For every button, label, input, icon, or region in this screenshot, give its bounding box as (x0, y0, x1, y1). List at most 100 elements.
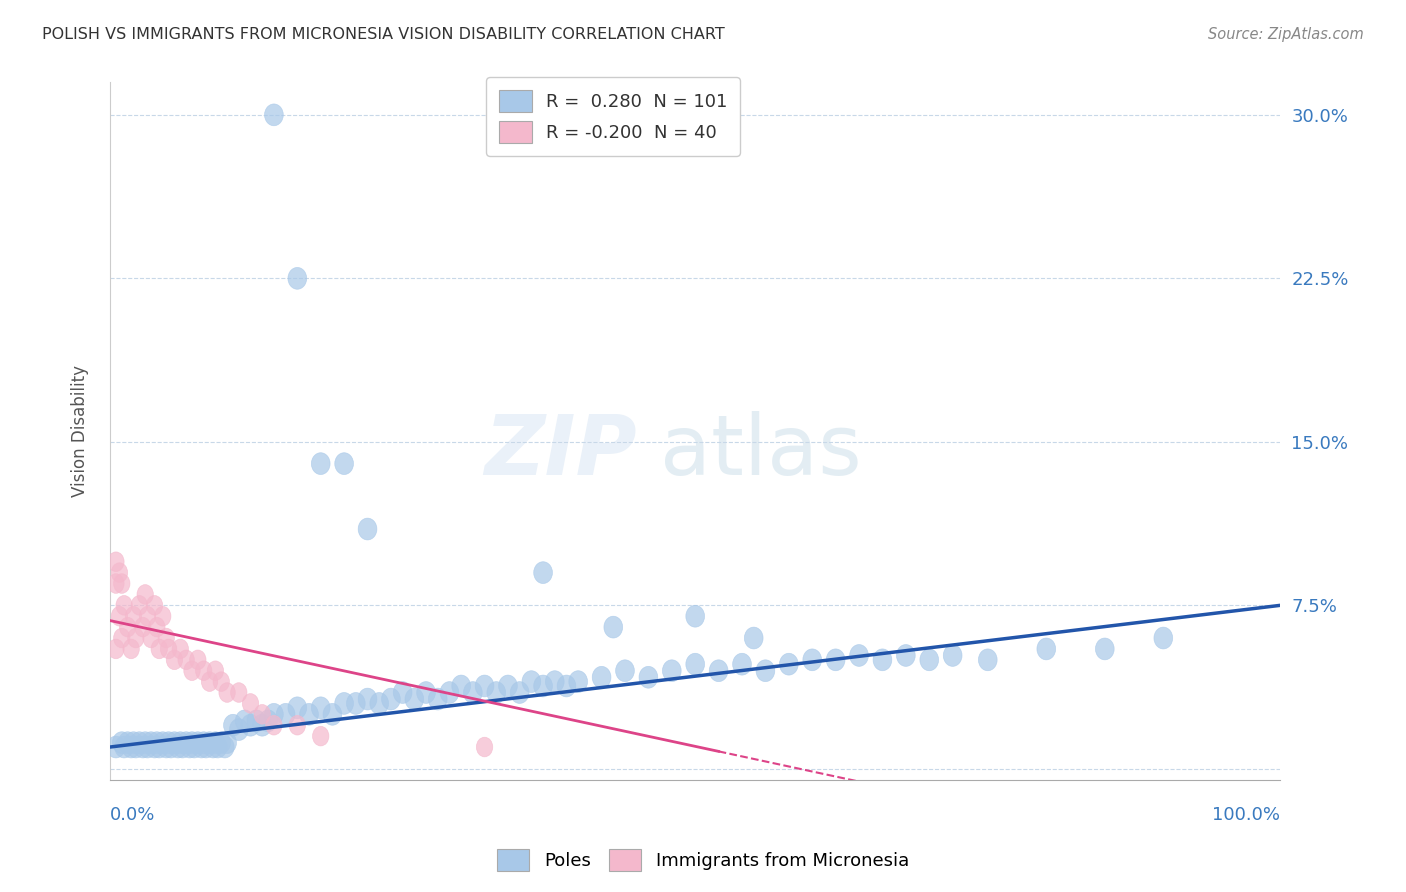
Ellipse shape (229, 719, 249, 740)
Ellipse shape (208, 736, 228, 758)
Ellipse shape (149, 617, 165, 637)
Ellipse shape (214, 672, 229, 691)
Ellipse shape (803, 648, 821, 671)
Ellipse shape (744, 627, 763, 648)
Ellipse shape (177, 731, 195, 754)
Ellipse shape (114, 574, 129, 593)
Ellipse shape (1036, 638, 1056, 660)
Ellipse shape (1095, 638, 1114, 660)
Ellipse shape (943, 645, 962, 666)
Ellipse shape (416, 681, 436, 704)
Ellipse shape (142, 731, 160, 754)
Ellipse shape (160, 640, 177, 658)
Ellipse shape (155, 607, 172, 626)
Ellipse shape (640, 666, 658, 688)
Ellipse shape (218, 731, 236, 754)
Ellipse shape (108, 574, 124, 593)
Ellipse shape (122, 736, 141, 758)
Ellipse shape (733, 653, 751, 675)
Ellipse shape (534, 562, 553, 583)
Ellipse shape (224, 714, 242, 736)
Ellipse shape (135, 617, 150, 637)
Ellipse shape (709, 660, 728, 681)
Ellipse shape (197, 736, 215, 758)
Ellipse shape (359, 518, 377, 540)
Ellipse shape (120, 617, 136, 637)
Ellipse shape (157, 736, 176, 758)
Ellipse shape (190, 650, 207, 670)
Ellipse shape (179, 650, 194, 670)
Ellipse shape (546, 671, 564, 692)
Legend: Poles, Immigrants from Micronesia: Poles, Immigrants from Micronesia (489, 842, 917, 879)
Ellipse shape (254, 705, 270, 724)
Ellipse shape (166, 650, 183, 670)
Ellipse shape (756, 660, 775, 681)
Ellipse shape (235, 710, 254, 731)
Ellipse shape (143, 628, 159, 648)
Text: POLISH VS IMMIGRANTS FROM MICRONESIA VISION DISABILITY CORRELATION CHART: POLISH VS IMMIGRANTS FROM MICRONESIA VIS… (42, 27, 725, 42)
Ellipse shape (114, 628, 129, 648)
Ellipse shape (849, 645, 869, 666)
Ellipse shape (165, 731, 184, 754)
Ellipse shape (288, 268, 307, 289)
Ellipse shape (827, 648, 845, 671)
Ellipse shape (247, 710, 266, 731)
Ellipse shape (131, 596, 148, 615)
Ellipse shape (172, 640, 188, 658)
Ellipse shape (184, 661, 200, 681)
Ellipse shape (139, 607, 156, 626)
Ellipse shape (920, 648, 939, 671)
Ellipse shape (394, 681, 412, 704)
Ellipse shape (183, 731, 201, 754)
Ellipse shape (242, 714, 260, 736)
Ellipse shape (259, 710, 277, 731)
Ellipse shape (128, 628, 143, 648)
Legend: R =  0.280  N = 101, R = -0.200  N = 40: R = 0.280 N = 101, R = -0.200 N = 40 (486, 78, 740, 155)
Ellipse shape (312, 726, 329, 746)
Ellipse shape (335, 692, 353, 714)
Ellipse shape (107, 736, 125, 758)
Ellipse shape (873, 648, 891, 671)
Ellipse shape (290, 715, 305, 735)
Ellipse shape (979, 648, 997, 671)
Ellipse shape (346, 692, 366, 714)
Ellipse shape (148, 731, 166, 754)
Ellipse shape (477, 737, 492, 756)
Ellipse shape (779, 653, 799, 675)
Ellipse shape (381, 688, 401, 710)
Ellipse shape (172, 731, 190, 754)
Ellipse shape (122, 640, 139, 658)
Text: ZIP: ZIP (484, 411, 637, 492)
Ellipse shape (311, 453, 330, 475)
Ellipse shape (157, 628, 174, 648)
Ellipse shape (188, 731, 207, 754)
Ellipse shape (159, 731, 179, 754)
Ellipse shape (138, 736, 157, 758)
Ellipse shape (616, 660, 634, 681)
Ellipse shape (522, 671, 541, 692)
Ellipse shape (242, 694, 259, 714)
Ellipse shape (662, 660, 681, 681)
Ellipse shape (186, 736, 204, 758)
Text: 100.0%: 100.0% (1212, 805, 1281, 824)
Ellipse shape (1154, 627, 1173, 648)
Ellipse shape (195, 661, 212, 681)
Ellipse shape (475, 675, 494, 697)
Ellipse shape (207, 731, 225, 754)
Ellipse shape (111, 563, 128, 582)
Ellipse shape (231, 682, 247, 702)
Ellipse shape (111, 607, 128, 626)
Ellipse shape (145, 736, 165, 758)
Ellipse shape (118, 731, 136, 754)
Ellipse shape (686, 653, 704, 675)
Ellipse shape (173, 736, 193, 758)
Ellipse shape (264, 704, 283, 725)
Ellipse shape (464, 681, 482, 704)
Ellipse shape (134, 736, 152, 758)
Ellipse shape (335, 453, 353, 475)
Ellipse shape (266, 715, 283, 735)
Ellipse shape (169, 736, 187, 758)
Ellipse shape (200, 731, 219, 754)
Ellipse shape (115, 736, 134, 758)
Ellipse shape (440, 681, 458, 704)
